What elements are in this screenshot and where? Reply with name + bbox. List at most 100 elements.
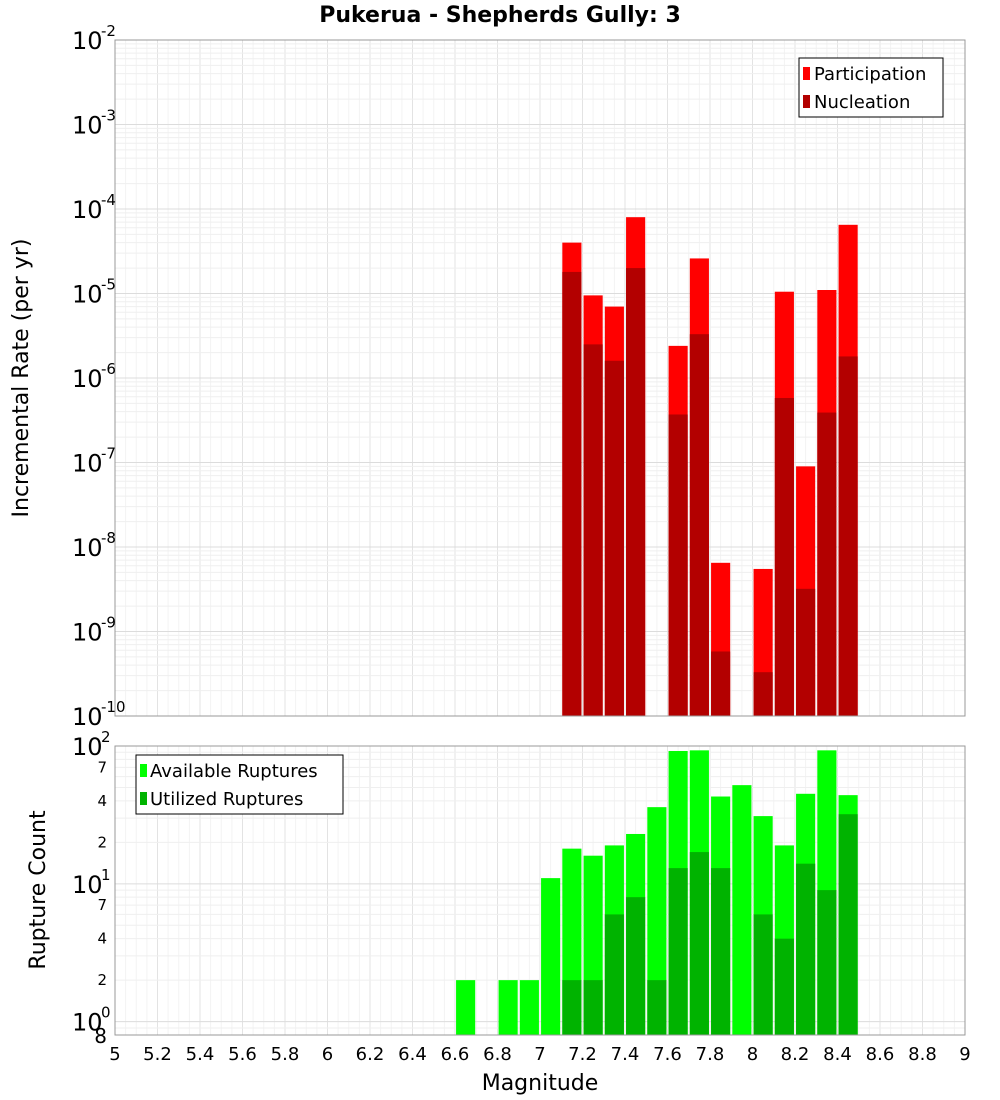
rate-y-tick-exponent: -4 [101,191,116,209]
bar-utilized-ruptures [626,897,646,1035]
bar-utilized-ruptures [817,890,837,1035]
bar-utilized-ruptures [753,914,773,1035]
bar-nucleation [626,268,646,716]
bar-available-ruptures [647,807,667,1035]
count-y-minor-tick: 7 [97,896,107,914]
rate-y-tick-exponent: -8 [101,529,116,547]
x-tick-label: 7.2 [568,1044,597,1065]
count-plot-frame [114,745,966,1036]
count-y-minor-tick: 4 [97,792,107,810]
bar-utilized-ruptures [689,852,709,1035]
x-axis-title: Magnitude [482,1071,599,1096]
bar-nucleation [796,588,816,716]
count-y-axis-title: Rupture Count [26,810,51,970]
count-legend-box [135,754,344,815]
participation-legend-label: Participation [814,64,926,85]
bar-nucleation [774,397,794,716]
rate-y-tick: 10-8 [72,529,116,562]
count-y-minor-tick: 7 [97,758,107,776]
rate-y-tick: 10-2 [72,22,116,55]
bar-nucleation [689,334,709,716]
utilized-legend-swatch [140,792,147,805]
count-y-major-tick: 102 [72,728,111,761]
x-tick-label: 8.6 [866,1044,895,1065]
bar-available-ruptures [541,878,561,1035]
rate-y-tick-base: 10 [72,196,103,224]
bar-nucleation [668,414,688,716]
bar-utilized-ruptures [711,868,731,1035]
count-y-minor-tick: 8 [94,1024,107,1048]
x-tick-label: 7 [534,1044,545,1065]
magnitude-x-tick-labels: 5 5.2 5.4 5.6 5.8 6 6.2 6.4 6.6 6.8 7 7.2 7.4 7.6 7.8 8… [109,1044,970,1065]
rate-y-tick-exponent: -5 [101,276,116,294]
rate-y-tick-exponent: -2 [101,22,116,40]
available-legend-swatch [140,764,147,777]
bar-nucleation [817,412,837,716]
rate-y-tick: 10-6 [72,360,116,393]
x-tick-label: 8.2 [781,1044,810,1065]
x-tick-label: 7.4 [611,1044,640,1065]
utilized-legend-label: Utilized Ruptures [150,789,303,810]
x-tick-label: 5.6 [228,1044,257,1065]
count-y-tick-base: 10 [72,871,103,899]
count-y-major-tick: 100 [72,1004,111,1037]
x-tick-label: 7.6 [653,1044,682,1065]
count-y-tick-base: 10 [72,1009,103,1037]
rate-plot-frame [114,39,966,717]
bar-utilized-ruptures [796,863,816,1035]
bar-utilized-ruptures [838,814,858,1035]
rate-y-tick-base: 10 [72,450,103,478]
rate-y-tick: 10-4 [72,191,116,224]
rate-y-tick: 10-5 [72,276,116,309]
rate-legend-box [798,57,944,118]
bar-available-ruptures [732,785,752,1035]
x-tick-label: 5.8 [271,1044,300,1065]
count-plot-bars [456,750,858,1035]
bar-nucleation [583,344,603,716]
rate-y-tick-base: 10 [72,27,103,55]
rate-y-tick-base: 10 [72,619,103,647]
count-y-tick-exponent: 1 [101,866,111,884]
bar-utilized-ruptures [583,980,603,1035]
rate-y-tick: 10-9 [72,614,116,647]
bar-nucleation [604,360,624,716]
participation-legend-swatch [803,67,810,80]
bar-nucleation [838,356,858,716]
count-y-minor-tick: 2 [97,971,107,989]
bar-utilized-ruptures [668,868,688,1035]
available-legend-label: Available Ruptures [150,761,318,782]
bar-available-ruptures [498,980,518,1035]
bar-utilized-ruptures [562,980,582,1035]
count-legend: Available Ruptures Utilized Ruptures [135,754,344,815]
count-y-tick-base: 10 [72,733,103,761]
rate-y-tick-exponent: -10 [101,698,126,716]
bar-utilized-ruptures [604,914,624,1035]
bar-nucleation [711,651,731,716]
rate-y-tick-base: 10 [72,112,103,140]
nucleation-legend-label: Nucleation [814,92,910,113]
x-tick-label: 8 [747,1044,758,1065]
rate-legend: Participation Nucleation [798,57,944,118]
rate-y-tick-exponent: -9 [101,614,116,632]
chart-title: Pukerua - Shepherds Gully: 3 [319,3,681,28]
count-y-tick-exponent: 2 [101,728,111,746]
bar-available-ruptures [519,980,539,1035]
rate-plot-bars [562,217,858,717]
rate-y-tick-base: 10 [72,703,103,731]
rate-y-tick-base: 10 [72,534,103,562]
bar-nucleation [753,672,773,716]
rate-y-tick-exponent: -6 [101,360,116,378]
rate-y-tick-base: 10 [72,281,103,309]
rate-y-tick-exponent: -7 [101,445,116,463]
x-tick-label: 9 [959,1044,970,1065]
count-y-minor-tick: 4 [97,930,107,948]
x-tick-label: 5.2 [143,1044,172,1065]
x-tick-label: 6.8 [483,1044,512,1065]
count-y-tick-exponent: 0 [101,1004,111,1022]
rate-y-axis-title: Incremental Rate (per yr) [9,239,34,518]
bar-utilized-ruptures [774,938,794,1035]
bar-utilized-ruptures [647,980,667,1035]
